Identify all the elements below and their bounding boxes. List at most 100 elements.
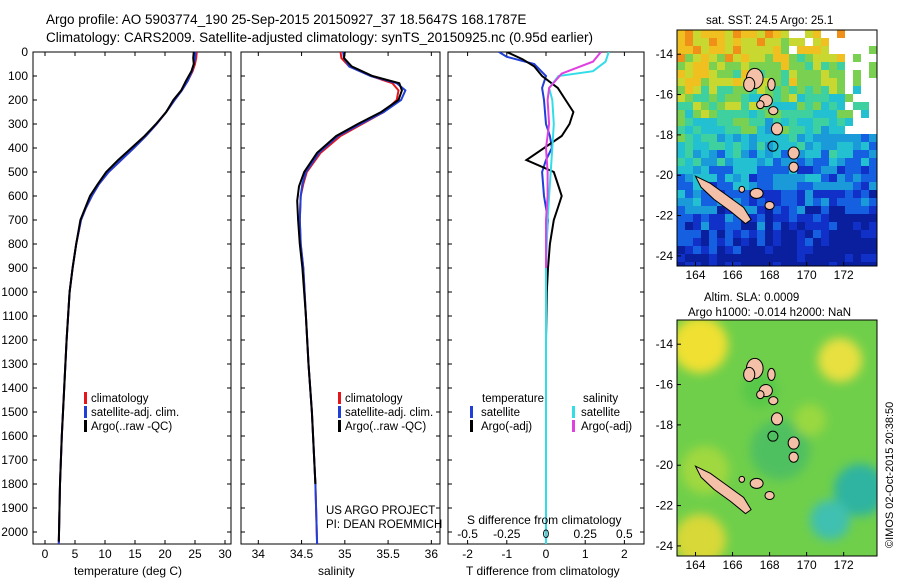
- sst-cell: [725, 134, 733, 142]
- sst-cell: [845, 190, 853, 198]
- x-tick-label: 25: [188, 547, 202, 561]
- sst-cell: [805, 198, 813, 206]
- sst-cell: [717, 222, 725, 230]
- sst-cell: [869, 174, 877, 182]
- sst-cell: [797, 214, 805, 222]
- sst-cell: [677, 126, 685, 134]
- sst-cell: [821, 246, 829, 254]
- sst-cell: [693, 126, 701, 134]
- sst-cell: [685, 142, 693, 150]
- sst-cell: [741, 30, 749, 38]
- sst-cell: [829, 134, 837, 142]
- sst-cell: [813, 30, 821, 38]
- sst-cell: [781, 126, 789, 134]
- sla-anomaly-patch: [810, 500, 850, 540]
- sst-cell: [677, 222, 685, 230]
- sst-cell: [749, 174, 757, 182]
- sst-cell: [701, 30, 709, 38]
- series-line-argo-raw-qc-: [296, 52, 403, 485]
- depth-tick-label: 200: [8, 93, 28, 107]
- legend-swatch-s-argo: [572, 420, 575, 432]
- sst-cell: [813, 174, 821, 182]
- legend-label-satellite: satellite-adj. clim.: [91, 407, 179, 419]
- sst-map-tick-labels: 164 166 168 170 172 -14 -16 -18 -20 -22 -24: [656, 47, 854, 282]
- sst-cell: [725, 262, 733, 266]
- sst-cell: [869, 166, 877, 174]
- sst-cell: [805, 230, 813, 238]
- sst-cell: [725, 118, 733, 126]
- sst-cell: [749, 110, 757, 118]
- sst-cell: [821, 166, 829, 174]
- sst-cell: [765, 46, 773, 54]
- sst-cell: [733, 54, 741, 62]
- sst-cell: [677, 62, 685, 70]
- sst-cell: [725, 166, 733, 174]
- sst-cell: [829, 158, 837, 166]
- sst-cell: [837, 150, 845, 158]
- sst-cell: [845, 246, 853, 254]
- sst-cell: [709, 94, 717, 102]
- sst-cell: [781, 102, 789, 110]
- sst-cell: [773, 174, 781, 182]
- sst-cell: [717, 30, 725, 38]
- sst-cell: [821, 46, 829, 54]
- sst-cell: [709, 198, 717, 206]
- sst-cell: [701, 134, 709, 142]
- sst-cell: [701, 118, 709, 126]
- sst-cell: [749, 118, 757, 126]
- sst-cell: [741, 246, 749, 254]
- sst-cell: [773, 166, 781, 174]
- sst-cell: [725, 54, 733, 62]
- sst-cell: [805, 102, 813, 110]
- sst-cell: [749, 158, 757, 166]
- sst-cell: [829, 110, 837, 118]
- sst-cell: [765, 174, 773, 182]
- map-lon-tick-label: 166: [723, 558, 743, 572]
- sst-cell: [821, 62, 829, 70]
- sst-cell: [725, 230, 733, 238]
- land-island: [749, 187, 764, 199]
- sst-cell: [765, 54, 773, 62]
- sst-cell: [797, 166, 805, 174]
- sst-cell: [757, 142, 765, 150]
- sst-cell: [773, 238, 781, 246]
- sst-cell: [829, 86, 837, 94]
- sst-cell: [693, 190, 701, 198]
- sst-cell: [789, 38, 797, 46]
- sst-cell: [813, 206, 821, 214]
- sst-cell: [685, 54, 693, 62]
- sst-cell: [797, 190, 805, 198]
- sst-cell: [685, 198, 693, 206]
- sst-cell: [813, 134, 821, 142]
- sst-cell: [693, 158, 701, 166]
- sst-cell: [797, 246, 805, 254]
- sst-cell: [845, 158, 853, 166]
- sst-cell: [701, 62, 709, 70]
- salinity-series: [296, 52, 407, 544]
- sst-cell: [805, 262, 813, 266]
- sst-cell: [837, 78, 845, 86]
- sst-cell: [869, 222, 877, 230]
- sst-cell: [677, 198, 685, 206]
- sst-cell: [829, 54, 837, 62]
- land-island: [756, 100, 765, 110]
- sst-cell: [701, 262, 709, 266]
- sst-cell: [725, 254, 733, 262]
- sst-cell: [781, 118, 789, 126]
- sst-cell: [853, 78, 861, 86]
- sst-cell: [749, 94, 757, 102]
- sst-cell: [773, 214, 781, 222]
- sst-cell: [693, 62, 701, 70]
- sst-cell: [821, 94, 829, 102]
- sst-cell: [813, 230, 821, 238]
- sst-cell: [813, 198, 821, 206]
- sst-cell: [693, 142, 701, 150]
- sst-cell: [733, 262, 741, 266]
- sst-cell: [789, 198, 797, 206]
- sst-cell: [829, 174, 837, 182]
- sst-cell: [813, 62, 821, 70]
- sst-cell: [773, 158, 781, 166]
- x-tick-label: 36: [425, 547, 439, 561]
- sst-cell: [789, 182, 797, 190]
- sst-cell: [693, 78, 701, 86]
